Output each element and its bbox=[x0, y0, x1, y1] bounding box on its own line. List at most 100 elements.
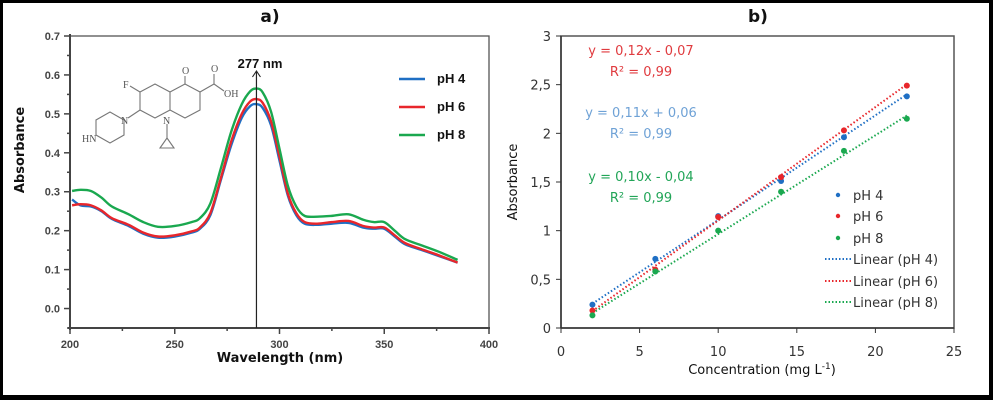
y-tick-label: 0.3 bbox=[45, 187, 60, 199]
x-tick-label: 200 bbox=[61, 339, 79, 351]
atom-label: O bbox=[211, 64, 218, 75]
trendline-ph8 bbox=[591, 114, 908, 314]
x-tick-label: 15 bbox=[789, 345, 806, 360]
y-tick-label: 0.0 bbox=[45, 304, 60, 316]
data-point-ph8 bbox=[715, 227, 722, 234]
peak-marker-arrow-icon bbox=[251, 70, 261, 78]
panel-b-points bbox=[589, 82, 910, 319]
data-point-ph6 bbox=[589, 307, 596, 314]
bond bbox=[199, 83, 215, 93]
x-tick-label: 0 bbox=[557, 345, 565, 360]
x-tick-label: 5 bbox=[635, 345, 643, 360]
atom-label: F bbox=[123, 80, 129, 91]
equation-ph8: y = 0,10x - 0,04 bbox=[588, 170, 693, 185]
equation-ph6: y = 0,12x - 0,07 bbox=[588, 44, 693, 59]
x-tick-label: 400 bbox=[480, 339, 498, 351]
peak-annotation-label: 277 nm bbox=[238, 56, 283, 71]
data-point-ph6 bbox=[715, 214, 722, 221]
legend-label-ph8: pH 8 bbox=[853, 232, 883, 247]
panel-b-chart: b) 0 0,5 1 1,5 2 2,5 3 0 5 10 15 20 25 Concentratio… bbox=[506, 7, 962, 378]
piperazine-ring bbox=[95, 111, 125, 144]
atom-label: O bbox=[182, 66, 189, 77]
cyclopropyl-ring bbox=[158, 137, 176, 149]
legend-marker-ph8 bbox=[835, 235, 841, 241]
panel-b-title: b) bbox=[748, 7, 768, 27]
panel-a-y-axis-label: Absorbance bbox=[13, 107, 28, 193]
data-point-ph8 bbox=[589, 312, 596, 319]
legend-label-ph6: pH 6 bbox=[853, 210, 883, 225]
data-point-ph4 bbox=[903, 93, 910, 100]
y-tick-label: 3 bbox=[543, 30, 551, 45]
legend-marker-ph6 bbox=[835, 213, 841, 219]
r2-ph8: R² = 0,99 bbox=[610, 191, 672, 206]
x-axis-label-superscript: -1 bbox=[822, 362, 831, 372]
panel-a-y-ticks: 0.0 0.1 0.2 0.3 0.4 0.5 0.6 0.7 bbox=[45, 31, 70, 329]
x-tick-label: 25 bbox=[946, 345, 963, 360]
panel-a-series-lines bbox=[71, 87, 459, 264]
legend-label-linear-ph6: Linear (pH 6) bbox=[853, 275, 938, 290]
equation-ph4: y = 0,11x + 0,06 bbox=[585, 106, 697, 121]
panel-b-legend: pH 4 pH 6 pH 8 Linear (pH 4) Linear (pH … bbox=[825, 189, 938, 311]
atom-label: N bbox=[163, 116, 170, 127]
y-tick-label: 2 bbox=[543, 127, 551, 142]
y-tick-label: 0.7 bbox=[45, 31, 60, 43]
benzene-ring bbox=[139, 83, 171, 119]
panel-a-plot-border bbox=[69, 35, 490, 329]
atom-label: OH bbox=[224, 89, 238, 100]
data-point-ph6 bbox=[840, 127, 847, 134]
x-tick-label: 20 bbox=[867, 345, 884, 360]
r2-ph4: R² = 0,99 bbox=[610, 127, 672, 142]
trendline-ph4 bbox=[591, 93, 908, 305]
y-tick-label: 0 bbox=[543, 322, 551, 337]
y-tick-label: 1 bbox=[543, 225, 551, 240]
y-tick-label: 0.2 bbox=[45, 226, 60, 238]
panel-b-x-axis-label: Concentration (mg L-1) bbox=[688, 362, 836, 378]
x-tick-label: 250 bbox=[166, 339, 184, 351]
pyridone-ring bbox=[169, 83, 201, 119]
data-point-ph8 bbox=[778, 188, 785, 195]
ciprofloxacin-structure-inset: O O OH F N N HN bbox=[82, 64, 238, 149]
y-tick-label: 1,5 bbox=[530, 176, 551, 191]
data-point-ph6 bbox=[903, 82, 910, 89]
y-tick-label: 0.5 bbox=[45, 109, 60, 121]
legend-marker-ph4 bbox=[835, 192, 841, 198]
panel-a-chart: a) 0.0 0.1 0.2 0.3 0.4 0.5 0.6 0.7 200 250 300 350… bbox=[13, 7, 498, 366]
y-tick-label: 2,5 bbox=[530, 79, 551, 94]
data-point-ph4 bbox=[840, 134, 847, 141]
panel-b-x-ticks: 0 5 10 15 20 25 bbox=[557, 328, 962, 360]
legend-label-ph6: pH 6 bbox=[437, 99, 465, 114]
data-point-ph8 bbox=[652, 268, 659, 275]
legend-label-ph8: pH 8 bbox=[437, 127, 465, 142]
y-tick-label: 0.6 bbox=[45, 70, 60, 82]
x-tick-label: 350 bbox=[375, 339, 393, 351]
series-line-ph8 bbox=[71, 87, 459, 261]
x-tick-label: 10 bbox=[710, 345, 727, 360]
data-point-ph4 bbox=[589, 301, 596, 308]
x-axis-label-end: ) bbox=[831, 363, 836, 378]
data-point-ph8 bbox=[903, 115, 910, 122]
legend-label-ph4: pH 4 bbox=[437, 71, 466, 86]
panel-b-y-axis-label: Absorbance bbox=[506, 144, 521, 221]
panel-a-x-axis-label: Wavelength (nm) bbox=[217, 351, 343, 366]
legend-label-ph4: pH 4 bbox=[853, 189, 883, 204]
bond bbox=[127, 109, 141, 119]
bond bbox=[213, 83, 225, 92]
panel-b-trendlines bbox=[591, 83, 908, 314]
panel-a-x-ticks: 200 250 300 350 400 bbox=[61, 328, 498, 351]
figure-frame bbox=[3, 3, 989, 395]
x-axis-label-text: Concentration (mg L bbox=[688, 363, 822, 378]
panel-b-y-ticks: 0 0,5 1 1,5 2 2,5 3 bbox=[530, 30, 561, 337]
y-tick-label: 0,5 bbox=[530, 273, 551, 288]
legend-label-linear-ph4: Linear (pH 4) bbox=[853, 253, 938, 268]
x-tick-label: 300 bbox=[270, 339, 288, 351]
y-tick-label: 0.1 bbox=[45, 265, 60, 277]
panel-a-legend: pH 4 pH 6 pH 8 bbox=[399, 71, 466, 142]
r2-ph6: R² = 0,99 bbox=[610, 65, 672, 80]
data-point-ph8 bbox=[840, 147, 847, 154]
atom-label: N bbox=[121, 116, 128, 127]
atom-label: HN bbox=[82, 134, 96, 145]
y-tick-label: 0.4 bbox=[45, 148, 61, 160]
panel-a-title: a) bbox=[260, 7, 279, 27]
series-line-ph6 bbox=[71, 97, 459, 264]
